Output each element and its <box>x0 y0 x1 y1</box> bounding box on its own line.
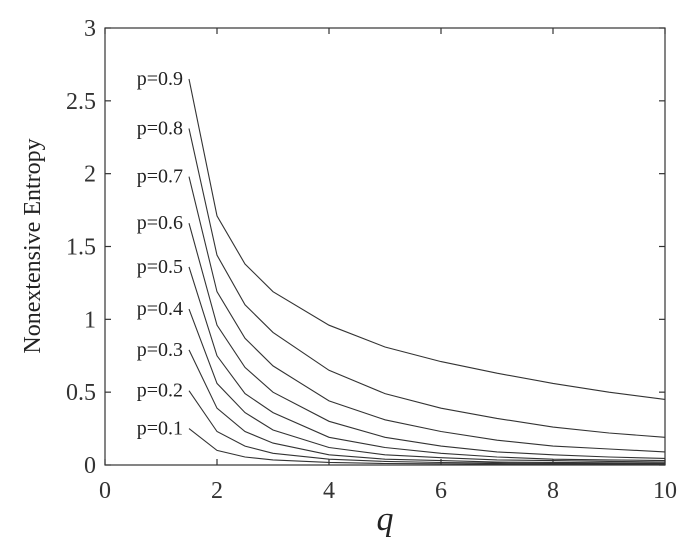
y-axis-label: Nonextensive Entropy <box>20 138 46 353</box>
series-line-p-0-1 <box>188 428 665 465</box>
series-label: p=0.5 <box>137 256 183 278</box>
series-label: p=0.3 <box>137 339 183 361</box>
series-label: p=0.6 <box>137 212 183 234</box>
y-tick-label: 0.5 <box>66 380 96 406</box>
y-tick-label: 0 <box>84 453 96 479</box>
series-line-p-0-2 <box>188 390 666 465</box>
series-line-p-0-9 <box>188 78 666 400</box>
series-label: p=0.9 <box>137 68 183 90</box>
series-line-p-0-4 <box>188 308 666 463</box>
series-line-p-0-8 <box>188 128 666 438</box>
plot-frame <box>104 27 666 466</box>
x-tick-label: 4 <box>323 478 335 504</box>
x-tick-label: 10 <box>653 478 677 504</box>
series-label: p=0.7 <box>137 166 183 188</box>
x-tick-labels: 0 2 4 6 8 10 <box>99 478 677 504</box>
x-tick-label: 0 <box>99 478 111 504</box>
x-tick-label: 2 <box>211 478 223 504</box>
y-tick-label: 2.5 <box>66 89 96 115</box>
series-line-p-0-3 <box>188 349 666 464</box>
series-label: p=0.1 <box>137 418 183 440</box>
y-tick-label: 2 <box>84 162 96 188</box>
x-tick-label: 6 <box>435 478 447 504</box>
y-tick-label: 1.5 <box>66 235 96 261</box>
y-tick-label: 3 <box>84 16 96 42</box>
series-label: p=0.4 <box>137 298 183 320</box>
y-tick-labels: 0 0.5 1 1.5 2 2.5 3 <box>66 16 96 479</box>
series-label: p=0.2 <box>137 380 183 402</box>
series-line-p-0-5 <box>188 266 666 462</box>
series-labels: p=0.9 p=0.8 p=0.7 p=0.6 p=0.5 p=0.4 p=0.3 p=0.2… <box>137 68 183 440</box>
series-curves <box>188 78 666 465</box>
y-tick-label: 1 <box>84 307 96 333</box>
axis-ticks <box>104 27 666 466</box>
series-line-p-0-7 <box>188 176 666 453</box>
x-axis-label: q <box>377 501 394 538</box>
series-line-p-0-6 <box>188 223 666 459</box>
series-label: p=0.8 <box>137 118 183 140</box>
x-tick-label: 8 <box>547 478 559 504</box>
